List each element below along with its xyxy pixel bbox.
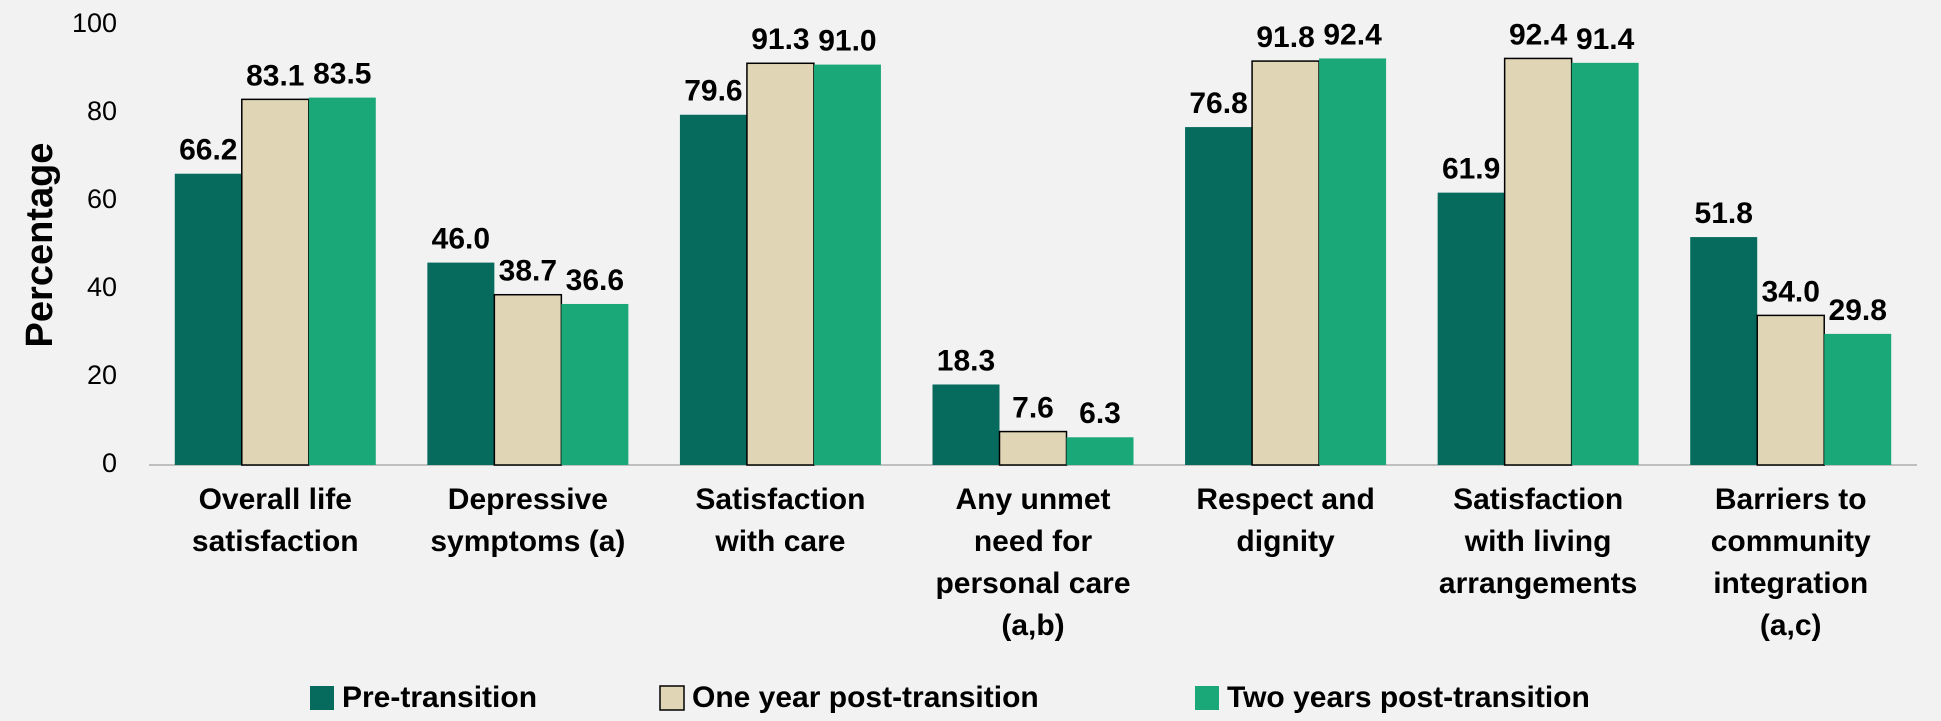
x-tick-label: need for	[974, 525, 1093, 558]
value-label: 38.7	[499, 255, 557, 288]
x-tick-label: satisfaction	[192, 525, 359, 558]
legend-swatch	[1195, 686, 1219, 710]
value-label: 6.3	[1079, 397, 1121, 430]
y-tick-label: 60	[87, 184, 117, 214]
x-tick-label: Barriers to	[1715, 483, 1867, 516]
value-label: 76.8	[1189, 87, 1247, 120]
bar	[1756, 314, 1825, 466]
x-tick-label: symptoms (a)	[430, 525, 625, 558]
value-label: 61.9	[1442, 153, 1500, 186]
bar	[1503, 57, 1573, 466]
value-label: 34.0	[1762, 275, 1820, 308]
bar	[308, 97, 376, 465]
x-tick-label: Respect and	[1196, 483, 1374, 516]
value-label: 36.6	[566, 264, 624, 297]
bar	[561, 303, 629, 465]
x-tick-label: dignity	[1236, 525, 1335, 558]
bar	[241, 98, 310, 466]
value-label: 83.5	[313, 58, 371, 91]
x-tick-label: Satisfaction	[695, 483, 865, 516]
y-tick-label: 40	[87, 272, 117, 302]
bar	[998, 430, 1068, 466]
value-label: 18.3	[937, 344, 995, 377]
bar	[493, 293, 563, 466]
value-label: 7.6	[1012, 391, 1054, 424]
x-tick-label: personal care	[935, 567, 1130, 600]
x-tick-label: Overall life	[199, 483, 352, 516]
value-label: 92.4	[1509, 18, 1568, 51]
x-tick-label: community	[1711, 525, 1871, 558]
bar	[174, 173, 242, 465]
value-label: 29.8	[1829, 294, 1887, 327]
x-tick-label: (a,c)	[1760, 609, 1822, 642]
bar	[427, 262, 495, 465]
legend-label: One year post-transition	[692, 681, 1039, 714]
bar	[1571, 62, 1639, 466]
bar	[1185, 127, 1253, 465]
x-tick-label: integration	[1713, 567, 1868, 600]
y-tick-label: 100	[72, 8, 117, 38]
bar	[1251, 60, 1320, 466]
bar	[813, 64, 881, 465]
x-tick-label: Depressive	[448, 483, 608, 516]
value-label: 92.4	[1323, 18, 1382, 51]
bar	[1319, 58, 1387, 465]
value-label: 91.4	[1576, 23, 1635, 56]
value-label: 91.0	[818, 25, 876, 58]
bar	[1066, 437, 1134, 465]
bar	[746, 62, 815, 466]
x-tick-label: Any unmet	[955, 483, 1110, 516]
legend-label: Two years post-transition	[1227, 681, 1590, 714]
legend-swatch	[659, 685, 685, 711]
x-tick-label: Satisfaction	[1453, 483, 1623, 516]
bar	[1824, 333, 1892, 465]
y-axis-label: Percentage	[19, 143, 61, 348]
value-label: 91.3	[751, 23, 809, 56]
x-tick-label: (a,b)	[1001, 609, 1064, 642]
value-label: 66.2	[179, 134, 237, 167]
legend-swatch	[310, 686, 334, 710]
x-tick-label: with living	[1464, 525, 1612, 558]
x-tick-label: arrangements	[1439, 567, 1637, 600]
value-label: 91.8	[1256, 21, 1314, 54]
bar	[1437, 192, 1505, 465]
bar	[932, 384, 1000, 465]
value-label: 46.0	[432, 223, 490, 256]
y-tick-label: 20	[87, 360, 117, 390]
value-label: 79.6	[684, 75, 742, 108]
value-label: 51.8	[1695, 197, 1753, 230]
bar	[679, 114, 747, 465]
y-tick-label: 80	[87, 96, 117, 126]
y-tick-label: 0	[102, 448, 117, 478]
value-label: 83.1	[246, 59, 304, 92]
bar	[1690, 237, 1758, 465]
legend-label: Pre-transition	[342, 681, 537, 714]
x-tick-label: with care	[714, 525, 845, 558]
